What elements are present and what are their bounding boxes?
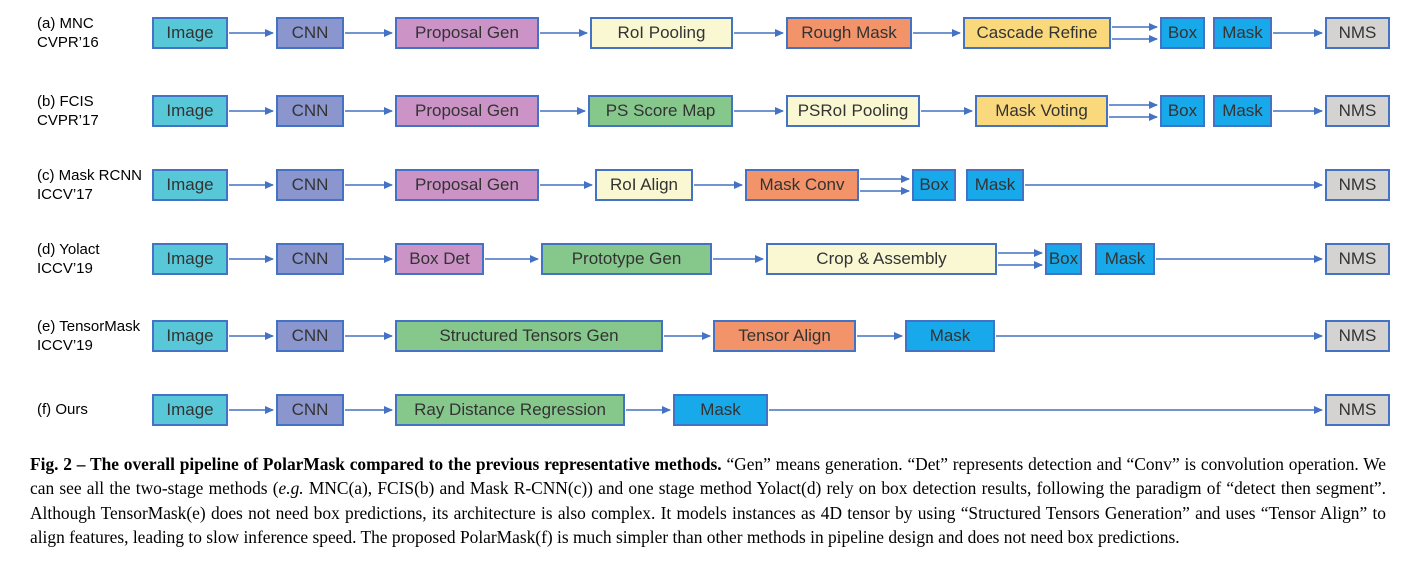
- row-label-line: (b) FCIS: [37, 93, 94, 110]
- node-mask: Mask: [966, 169, 1024, 201]
- node-box: Box: [1160, 95, 1205, 127]
- node-image: Image: [152, 169, 228, 201]
- node-cnn: CNN: [276, 394, 344, 426]
- node-proposal-gen: Proposal Gen: [395, 169, 539, 201]
- node-nms: NMS: [1325, 169, 1390, 201]
- row-label-a: (a) MNC CVPR’16: [37, 14, 99, 52]
- caption-body-2: MNC(a), FCIS(b) and Mask R-CNN(c)) and o…: [30, 478, 1386, 548]
- row-label-line: CVPR’16: [37, 34, 99, 51]
- node-psroi-pooling: PSRoI Pooling: [786, 95, 920, 127]
- node-nms: NMS: [1325, 394, 1390, 426]
- row-label-b: (b) FCIS CVPR’17: [37, 92, 99, 130]
- node-mask: Mask: [673, 394, 768, 426]
- caption-title: Fig. 2 – The overall pipeline of PolarMa…: [30, 454, 722, 474]
- node-proposal-gen: Proposal Gen: [395, 95, 539, 127]
- caption-eg: e.g.: [278, 478, 304, 499]
- row-label-line: (e) TensorMask: [37, 318, 141, 335]
- node-nms: NMS: [1325, 95, 1390, 127]
- node-tensor-align: Tensor Align: [713, 320, 856, 352]
- node-nms: NMS: [1325, 17, 1390, 49]
- node-box-det: Box Det: [395, 243, 484, 275]
- row-label-line: CVPR’17: [37, 112, 99, 129]
- node-cnn: CNN: [276, 243, 344, 275]
- node-proposal-gen: Proposal Gen: [395, 17, 539, 49]
- row-label-line: (c) Mask RCNN: [37, 167, 142, 184]
- node-prototype-gen: Prototype Gen: [541, 243, 712, 275]
- node-rough-mask: Rough Mask: [786, 17, 912, 49]
- figure-caption: Fig. 2 – The overall pipeline of PolarMa…: [30, 452, 1386, 550]
- arrow-layer: [229, 23, 1323, 414]
- node-box: Box: [1160, 17, 1205, 49]
- node-mask: Mask: [1213, 17, 1272, 49]
- node-cascade-refine: Cascade Refine: [963, 17, 1111, 49]
- node-nms: NMS: [1325, 243, 1390, 275]
- row-label-line: (a) MNC: [37, 15, 94, 32]
- node-image: Image: [152, 95, 228, 127]
- row-label-f: (f) Ours: [37, 400, 88, 419]
- row-label-line: ICCV’17: [37, 186, 93, 203]
- node-roi-align: RoI Align: [595, 169, 693, 201]
- row-label-e: (e) TensorMask ICCV’19: [37, 317, 140, 355]
- pipeline-diagram: (a) MNC CVPR’16 Image CNN Proposal Gen RoI Po…: [37, 14, 1390, 426]
- node-ray-distance-regression: Ray Distance Regression: [395, 394, 625, 426]
- node-image: Image: [152, 394, 228, 426]
- node-nms: NMS: [1325, 320, 1390, 352]
- node-mask: Mask: [905, 320, 995, 352]
- row-label-line: (d) Yolact: [37, 241, 100, 258]
- node-image: Image: [152, 320, 228, 352]
- node-cnn: CNN: [276, 169, 344, 201]
- row-label-d: (d) Yolact ICCV’19: [37, 240, 100, 278]
- node-ps-score-map: PS Score Map: [588, 95, 733, 127]
- node-roi-pooling: RoI Pooling: [590, 17, 733, 49]
- node-image: Image: [152, 17, 228, 49]
- node-mask-conv: Mask Conv: [745, 169, 859, 201]
- node-crop-assembly: Crop & Assembly: [766, 243, 997, 275]
- node-structured-tensors-gen: Structured Tensors Gen: [395, 320, 663, 352]
- node-cnn: CNN: [276, 17, 344, 49]
- node-image: Image: [152, 243, 228, 275]
- node-mask: Mask: [1095, 243, 1155, 275]
- node-cnn: CNN: [276, 95, 344, 127]
- row-label-line: ICCV’19: [37, 260, 93, 277]
- row-label-c: (c) Mask RCNN ICCV’17: [37, 166, 142, 204]
- node-box: Box: [1045, 243, 1082, 275]
- node-mask-voting: Mask Voting: [975, 95, 1108, 127]
- row-label-line: (f) Ours: [37, 401, 88, 418]
- row-label-line: ICCV’19: [37, 337, 93, 354]
- node-cnn: CNN: [276, 320, 344, 352]
- node-mask: Mask: [1213, 95, 1272, 127]
- node-box: Box: [912, 169, 956, 201]
- caption-body-1: “Gen” means generation. “Det” represents…: [30, 454, 1386, 499]
